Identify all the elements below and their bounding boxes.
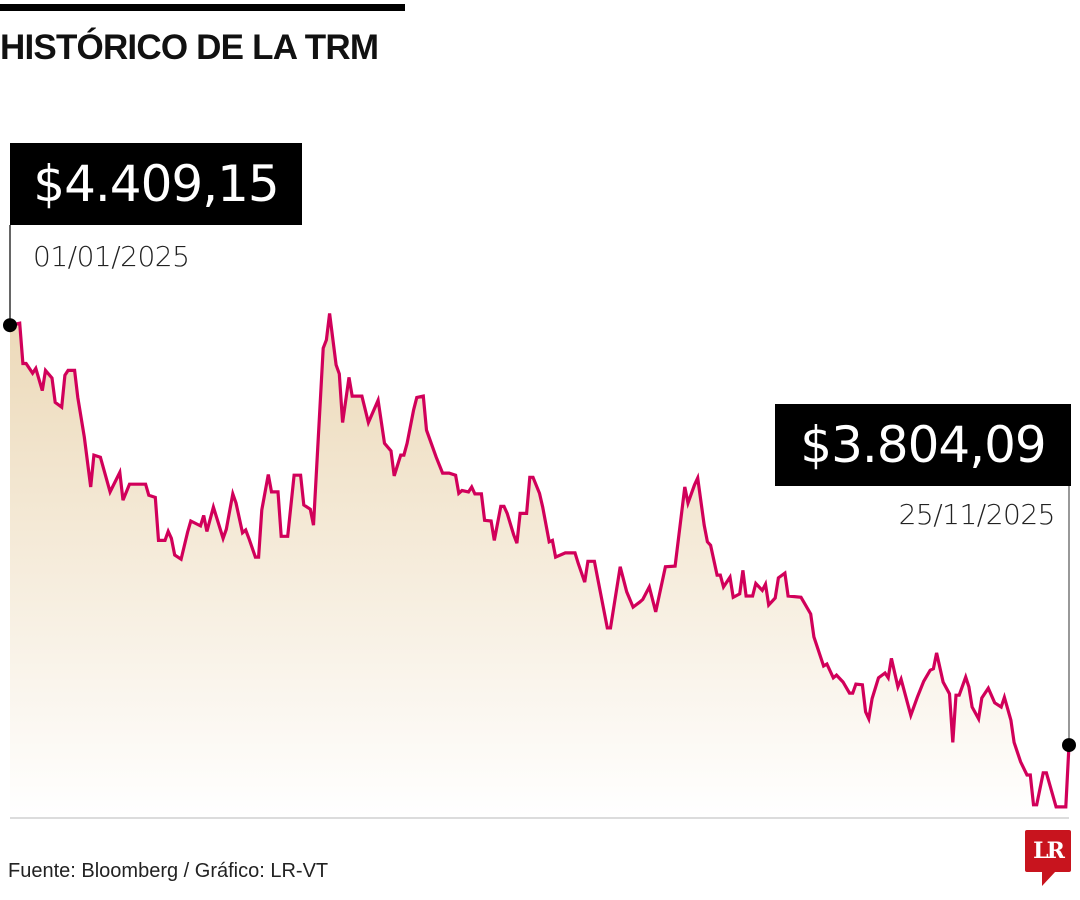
end-date-label: 25/11/2025 [898,498,1056,531]
chart-title: HISTÓRICO DE LA TRM [0,28,379,67]
series-line-trm [9,313,1071,809]
title-rule [0,4,405,11]
lr-logo: LR [1025,830,1071,872]
start-point-marker [3,318,17,333]
area-fill [10,313,1069,818]
source-note: Fuente: Bloomberg / Gráfico: LR-VT [8,860,329,882]
end-value-label: $3.804,09 [775,404,1071,486]
start-value-label: $4.409,15 [10,143,302,225]
lr-logo-tail [1042,871,1056,886]
end-point-marker [1062,738,1076,753]
start-date-label: 01/01/2025 [33,240,190,273]
